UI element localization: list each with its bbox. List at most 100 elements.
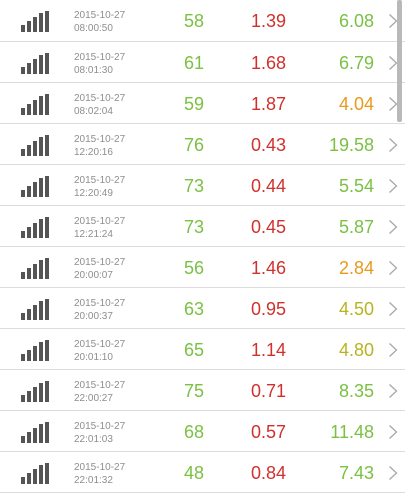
chevron-right-icon[interactable] — [388, 13, 398, 29]
signal-bars-icon — [21, 53, 52, 74]
list-item[interactable]: 2015-10-27 20:00:07 56 1.46 2.84 — [0, 247, 405, 288]
timestamp: 2015-10-27 08:01:30 — [74, 51, 125, 77]
list-item[interactable]: 2015-10-27 22:00:27 75 0.71 8.35 — [0, 370, 405, 411]
value-2: 1.46 — [250, 258, 286, 278]
value-2: 1.39 — [250, 11, 286, 31]
value-1: 65 — [183, 340, 204, 360]
chevron-right-icon[interactable] — [388, 260, 398, 276]
list-item[interactable]: 2015-10-27 08:01:30 61 1.68 6.79 — [0, 42, 405, 83]
value-1: 58 — [183, 11, 204, 31]
list-item[interactable]: 2015-10-27 22:01:32 48 0.84 7.43 — [0, 452, 405, 493]
timestamp-time: 22:01:03 — [74, 434, 113, 445]
timestamp-date: 2015-10-27 — [74, 339, 126, 350]
timestamp-date: 2015-10-27 — [74, 380, 126, 391]
list-item[interactable]: 2015-10-27 20:01:10 65 1.14 4.80 — [0, 329, 405, 370]
signal-bars-icon — [21, 381, 52, 402]
value-1: 75 — [183, 381, 204, 401]
timestamp: 2015-10-27 20:01:10 — [74, 338, 125, 364]
timestamp: 2015-10-27 22:01:32 — [74, 461, 125, 487]
timestamp-date: 2015-10-27 — [74, 298, 126, 309]
signal-bars-icon — [21, 258, 52, 279]
value-1: 73 — [183, 176, 204, 196]
value-2: 1.14 — [250, 340, 286, 360]
value-3: 6.79 — [338, 53, 374, 73]
list-item[interactable]: 2015-10-27 12:20:49 73 0.44 5.54 — [0, 165, 405, 206]
value-2: 0.95 — [250, 299, 286, 319]
timestamp-date: 2015-10-27 — [74, 52, 126, 63]
chevron-right-icon[interactable] — [388, 383, 398, 399]
list-item[interactable]: 2015-10-27 08:02:04 59 1.87 4.04 — [0, 83, 405, 124]
list-item[interactable]: 2015-10-27 12:20:16 76 0.43 19.58 — [0, 124, 405, 165]
list-item[interactable]: 2015-10-27 20:00:37 63 0.95 4.50 — [0, 288, 405, 329]
timestamp-date: 2015-10-27 — [74, 421, 126, 432]
timestamp: 2015-10-27 22:00:27 — [74, 379, 125, 405]
value-3: 4.50 — [338, 299, 374, 319]
signal-bars-icon — [21, 176, 52, 197]
value-2: 0.57 — [250, 422, 286, 442]
timestamp: 2015-10-27 20:00:37 — [74, 297, 125, 323]
chevron-right-icon[interactable] — [388, 96, 398, 112]
value-3: 7.43 — [338, 463, 374, 483]
value-3: 8.35 — [338, 381, 374, 401]
timestamp: 2015-10-27 20:00:07 — [74, 256, 125, 282]
timestamp: 2015-10-27 12:20:49 — [74, 174, 125, 200]
value-2: 1.68 — [250, 53, 286, 73]
value-2: 0.44 — [250, 176, 286, 196]
value-3: 5.54 — [338, 176, 374, 196]
list-item[interactable]: 2015-10-27 12:21:24 73 0.45 5.87 — [0, 206, 405, 247]
value-1: 73 — [183, 217, 204, 237]
value-3: 2.84 — [338, 258, 374, 278]
chevron-right-icon[interactable] — [388, 424, 398, 440]
timestamp: 2015-10-27 22:01:03 — [74, 420, 125, 446]
chevron-right-icon[interactable] — [388, 465, 398, 481]
value-3: 5.87 — [338, 217, 374, 237]
timestamp: 2015-10-27 12:21:24 — [74, 215, 125, 241]
value-2: 0.71 — [250, 381, 286, 401]
value-1: 59 — [183, 94, 204, 114]
timestamp-time: 12:20:49 — [74, 188, 113, 199]
value-3: 4.80 — [338, 340, 374, 360]
value-1: 48 — [183, 463, 204, 483]
chevron-right-icon[interactable] — [388, 219, 398, 235]
value-3: 6.08 — [338, 11, 374, 31]
chevron-right-icon[interactable] — [388, 55, 398, 71]
timestamp-time: 12:21:24 — [74, 229, 113, 240]
timestamp-time: 08:00:50 — [74, 23, 113, 34]
timestamp-time: 20:00:07 — [74, 270, 113, 281]
value-2: 0.43 — [250, 135, 286, 155]
timestamp-date: 2015-10-27 — [74, 462, 126, 473]
timestamp: 2015-10-27 12:20:16 — [74, 133, 125, 159]
signal-bars-icon — [21, 11, 52, 32]
scrollbar[interactable] — [397, 0, 402, 122]
timestamp-date: 2015-10-27 — [74, 93, 126, 104]
timestamp-time: 20:00:37 — [74, 311, 113, 322]
value-2: 1.87 — [250, 94, 286, 114]
timestamp-date: 2015-10-27 — [74, 134, 126, 145]
chevron-right-icon[interactable] — [388, 301, 398, 317]
timestamp-time: 08:01:30 — [74, 65, 113, 76]
signal-bars-icon — [21, 422, 52, 443]
timestamp-date: 2015-10-27 — [74, 216, 126, 227]
value-1: 61 — [183, 53, 204, 73]
value-3: 19.58 — [328, 135, 374, 155]
chevron-right-icon[interactable] — [388, 137, 398, 153]
value-1: 63 — [183, 299, 204, 319]
timestamp-date: 2015-10-27 — [74, 257, 126, 268]
value-3: 11.48 — [330, 422, 374, 442]
value-2: 0.45 — [250, 217, 286, 237]
timestamp-time: 22:01:32 — [74, 475, 113, 486]
chevron-right-icon[interactable] — [388, 342, 398, 358]
timestamp-date: 2015-10-27 — [74, 10, 126, 21]
signal-bars-icon — [21, 340, 52, 361]
timestamp-time: 08:02:04 — [74, 106, 113, 117]
list-item[interactable]: 2015-10-27 22:01:03 68 0.57 11.48 — [0, 411, 405, 452]
signal-bars-icon — [21, 299, 52, 320]
list-item[interactable]: 2015-10-27 08:00:50 58 1.39 6.08 — [0, 0, 405, 42]
value-2: 0.84 — [250, 463, 286, 483]
timestamp-date: 2015-10-27 — [74, 175, 126, 186]
signal-bars-icon — [21, 463, 52, 484]
signal-bars-icon — [21, 217, 52, 238]
value-1: 76 — [183, 135, 204, 155]
chevron-right-icon[interactable] — [388, 178, 398, 194]
